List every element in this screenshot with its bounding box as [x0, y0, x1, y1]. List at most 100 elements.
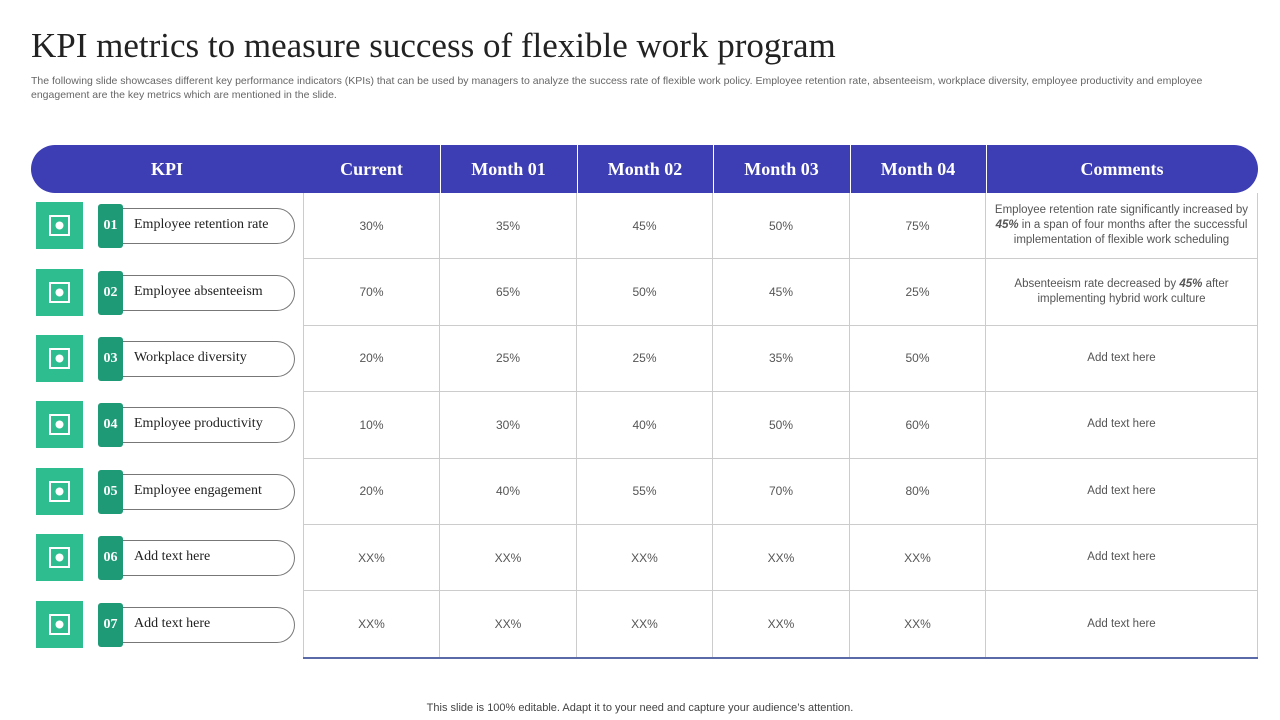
value-cell: XX% [577, 591, 713, 658]
header-separator [850, 145, 851, 193]
comment-part: Absenteeism rate decreased by [1014, 278, 1180, 291]
value-cell: 50% [577, 259, 713, 326]
kpi-number: 02 [98, 270, 123, 315]
header-separator [440, 145, 441, 193]
kpi-icon-glyph [49, 547, 70, 569]
kpi-pill [112, 473, 295, 510]
comment-part: Add text here [1087, 617, 1156, 630]
column-header: Current [340, 158, 403, 179]
value-cell: 50% [713, 392, 850, 459]
kpi-pill [112, 274, 295, 311]
kpi-label: Employee retention rate [134, 217, 269, 233]
kpi-label: Employee engagement [134, 482, 262, 498]
value-cell: 40% [440, 458, 577, 525]
value-cell: 45% [713, 259, 850, 326]
value-cell: 40% [577, 392, 713, 459]
kpi-pill [112, 407, 295, 444]
value-cell: XX% [440, 525, 577, 592]
kpi-icon-glyph [49, 281, 70, 303]
kpi-label: Employee absenteeism [134, 283, 263, 299]
value-cell: 20% [303, 325, 440, 393]
kpi-icon [36, 202, 83, 250]
value-cell: XX% [303, 525, 440, 592]
kpi-icon-glyph [49, 348, 70, 369]
value-cell: XX% [850, 591, 986, 658]
comment-emphasis: 45% [1179, 278, 1203, 291]
comment-cell: Add text here [986, 458, 1258, 525]
value-cell: 25% [850, 259, 986, 326]
title: KPI metrics to measure success of flexib… [31, 26, 836, 65]
value-cell: 50% [850, 325, 986, 393]
value-cell: XX% [440, 591, 577, 658]
kpi-icon-glyph [49, 414, 70, 436]
value-cell: XX% [303, 591, 440, 658]
column-header: Month 01 [471, 158, 546, 179]
value-cell: 60% [850, 392, 986, 459]
value-cell: 50% [713, 193, 850, 260]
comment-text: Add text here [1087, 617, 1155, 632]
value-cell: 25% [577, 325, 713, 393]
comment-text: Add text here [1087, 550, 1155, 565]
value-cell: 10% [303, 392, 440, 459]
comment-cell: Absenteeism rate decreased by 45% after … [986, 259, 1258, 326]
value-cell: 80% [850, 458, 986, 525]
comment-part: Employee retention rate significantly in… [994, 204, 1249, 217]
kpi-icon [36, 467, 83, 515]
comment-text: Add text here [1087, 351, 1155, 366]
value-cell: 65% [440, 259, 577, 326]
comment-part: Add text here [1087, 484, 1156, 497]
subtitle: The following slide showcases different … [31, 75, 1203, 101]
kpi-number: 06 [98, 536, 123, 581]
kpi-label: Workplace diversity [134, 350, 247, 365]
value-cell: 35% [713, 325, 850, 393]
comment-text: Absenteeism rate decreased by 45% after … [994, 277, 1249, 307]
kpi-number: 07 [98, 602, 123, 647]
value-cell: 45% [577, 193, 713, 260]
kpi-pill [112, 208, 295, 245]
kpi-label: Add text here [134, 549, 211, 565]
value-cell: XX% [850, 525, 986, 592]
column-header: Month 03 [744, 158, 819, 179]
kpi-number: 03 [98, 337, 123, 381]
comment-cell: Add text here [986, 325, 1258, 393]
comment-part: Add text here [1087, 351, 1156, 364]
column-header: Month 04 [880, 158, 956, 179]
value-cell: 35% [440, 193, 577, 260]
kpi-pill [112, 606, 295, 643]
kpi-pill [112, 540, 295, 577]
kpi-number: 05 [98, 469, 123, 514]
table-header: KPI Current Month 01 Month 02 Month 03 Month … [31, 145, 1258, 193]
comment-text: Employee retention rate significantly in… [994, 203, 1249, 248]
header-separator [986, 145, 987, 193]
kpi-icon-glyph [49, 613, 70, 635]
value-cell: 25% [440, 325, 577, 393]
kpi-icon [36, 401, 83, 449]
comment-cell: Add text here [986, 392, 1258, 459]
comment-part: after implementing hybrid work culture [1037, 278, 1229, 306]
comment-text: Add text here [1087, 417, 1155, 432]
footer: This slide is 100% editable. Adapt it to… [426, 702, 854, 714]
value-cell: 55% [577, 458, 713, 525]
kpi-icon [36, 534, 83, 582]
value-cell: XX% [577, 525, 713, 592]
table-bottom-line [303, 656, 1258, 659]
comment-emphasis: 45% [995, 219, 1019, 232]
kpi-label: Add text here [134, 615, 211, 631]
kpi-number: 01 [98, 204, 123, 249]
kpi-icon [36, 268, 83, 316]
value-cell: 20% [303, 458, 440, 525]
kpi-icon-glyph [49, 215, 70, 237]
value-cell: 70% [303, 259, 440, 326]
kpi-number: 04 [98, 403, 123, 448]
comment-part: Add text here [1087, 418, 1156, 431]
comment-text: Add text here [1087, 484, 1155, 499]
value-cell: 70% [713, 458, 850, 525]
value-cell: XX% [713, 591, 850, 658]
value-cell: 75% [850, 193, 986, 260]
header-separator [713, 145, 714, 193]
comment-part: in a span of four months after the succe… [1013, 219, 1248, 247]
header-separator [577, 145, 578, 193]
comment-cell: Employee retention rate significantly in… [986, 193, 1258, 260]
kpi-pill [112, 341, 295, 377]
